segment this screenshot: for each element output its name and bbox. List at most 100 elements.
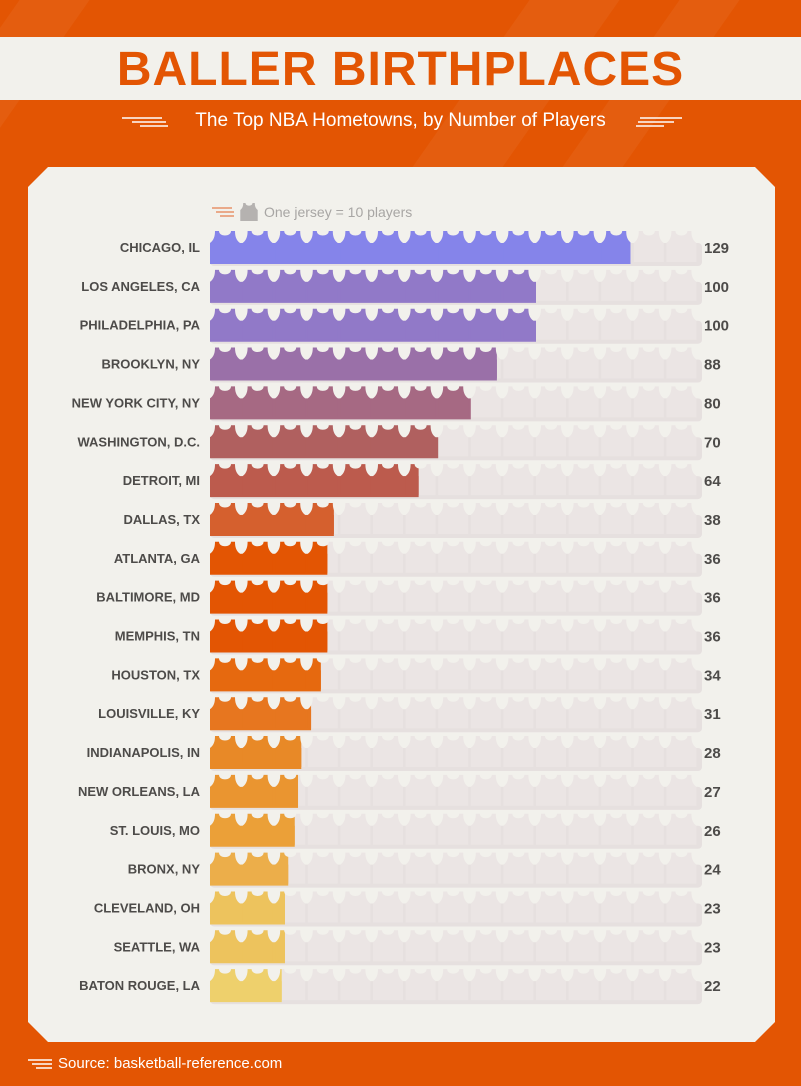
empty-jersey-icon — [568, 425, 599, 457]
bar — [210, 502, 334, 536]
jersey-icon — [405, 308, 436, 340]
empty-jersey-icon — [601, 425, 632, 457]
empty-jersey-icon — [470, 774, 501, 806]
jersey-icon — [405, 386, 436, 418]
empty-jersey-icon — [503, 580, 534, 612]
empty-jersey-icon — [536, 891, 566, 923]
empty-jersey-icon — [503, 658, 534, 690]
jersey-icon — [210, 813, 240, 845]
value-label: 129 — [704, 240, 729, 257]
empty-jersey-icon — [438, 541, 469, 573]
category-label: ST. LOUIS, MO — [110, 823, 200, 838]
value-label: 34 — [704, 667, 721, 684]
category-label: PHILADELPHIA, PA — [80, 318, 201, 333]
empty-jersey-icon — [340, 774, 371, 806]
empty-jersey-icon — [666, 774, 697, 806]
jersey-icon — [242, 308, 273, 340]
jersey-icon — [275, 308, 306, 340]
category-label: DETROIT, MI — [123, 473, 200, 488]
jersey-icon — [242, 580, 273, 612]
jersey-icon — [210, 347, 240, 379]
value-label: 36 — [704, 551, 721, 568]
category-label: BATON ROUGE, LA — [79, 978, 200, 993]
jersey-icon — [340, 231, 371, 262]
empty-jersey-icon — [340, 697, 371, 729]
jersey-icon — [373, 308, 403, 340]
jersey-icon — [275, 541, 306, 573]
empty-jersey-icon — [405, 541, 436, 573]
jersey-icon — [275, 347, 306, 379]
empty-jersey-icon — [438, 697, 469, 729]
empty-jersey-icon — [373, 891, 403, 923]
empty-jersey-icon — [568, 386, 599, 418]
empty-jersey-icon — [470, 464, 501, 496]
empty-jersey-icon — [307, 852, 338, 884]
empty-jersey-icon — [340, 502, 371, 534]
bar — [210, 580, 328, 614]
bar-row: CLEVELAND, OH 23 — [94, 891, 721, 927]
jersey-icon — [242, 658, 273, 690]
empty-jersey-icon — [373, 697, 403, 729]
category-label: NEW ORLEANS, LA — [78, 784, 201, 799]
empty-jersey-icon — [568, 930, 599, 962]
jersey-icon — [210, 269, 240, 301]
empty-jersey-icon — [307, 813, 338, 845]
empty-jersey-icon — [470, 541, 501, 573]
empty-jersey-icon — [405, 502, 436, 534]
bar-row: SEATTLE, WA 23 — [114, 930, 721, 966]
bar-row: BRONX, NY 24 — [128, 852, 721, 888]
bar — [210, 386, 471, 420]
empty-jersey-icon — [405, 813, 436, 845]
empty-jersey-icon — [568, 697, 599, 729]
empty-jersey-icon — [601, 464, 632, 496]
empty-jersey-icon — [405, 658, 436, 690]
empty-jersey-icon — [568, 736, 599, 768]
empty-jersey-icon — [666, 502, 697, 534]
empty-jersey-icon — [633, 269, 664, 301]
empty-jersey-icon — [438, 969, 469, 1001]
empty-jersey-icon — [666, 269, 697, 301]
empty-jersey-icon — [373, 541, 403, 573]
value-label: 100 — [704, 318, 729, 335]
empty-jersey-icon — [470, 852, 501, 884]
bar — [210, 969, 282, 1003]
empty-jersey-icon — [568, 269, 599, 301]
bar — [210, 619, 328, 653]
jersey-icon — [340, 308, 371, 340]
jersey-icon — [373, 464, 403, 496]
empty-jersey-icon — [405, 969, 436, 1001]
empty-jersey-icon — [633, 308, 664, 340]
category-label: CHICAGO, IL — [120, 240, 200, 255]
jersey-icon — [210, 930, 240, 962]
empty-jersey-icon — [340, 736, 371, 768]
value-label: 31 — [704, 706, 721, 723]
empty-jersey-icon — [568, 891, 599, 923]
empty-jersey-icon — [405, 697, 436, 729]
bar-row: BATON ROUGE, LA 22 — [79, 969, 721, 1005]
jersey-icon — [210, 891, 240, 923]
empty-jersey-icon — [536, 658, 566, 690]
legend-speed-lines-icon — [212, 207, 234, 217]
empty-jersey-icon — [503, 619, 534, 651]
jersey-icon — [242, 774, 273, 806]
empty-jersey-icon — [633, 347, 664, 379]
empty-jersey-icon — [340, 930, 371, 962]
jersey-icon — [405, 231, 436, 262]
jersey-icon — [242, 619, 273, 651]
jersey-icon — [275, 502, 306, 534]
jersey-icon — [307, 347, 338, 379]
empty-jersey-icon — [666, 852, 697, 884]
empty-jersey-icon — [503, 891, 534, 923]
category-label: LOUISVILLE, KY — [98, 706, 200, 721]
empty-jersey-icon — [601, 930, 632, 962]
empty-jersey-icon — [666, 425, 697, 457]
page-subtitle: The Top NBA Hometowns, by Number of Play… — [195, 110, 606, 131]
jersey-icon — [242, 852, 273, 884]
empty-jersey-icon — [536, 697, 566, 729]
empty-jersey-icon — [405, 930, 436, 962]
bar-row: BALTIMORE, MD 36 — [96, 580, 721, 616]
jersey-icon — [405, 425, 436, 457]
jersey-icon — [275, 425, 306, 457]
empty-jersey-icon — [373, 502, 403, 534]
